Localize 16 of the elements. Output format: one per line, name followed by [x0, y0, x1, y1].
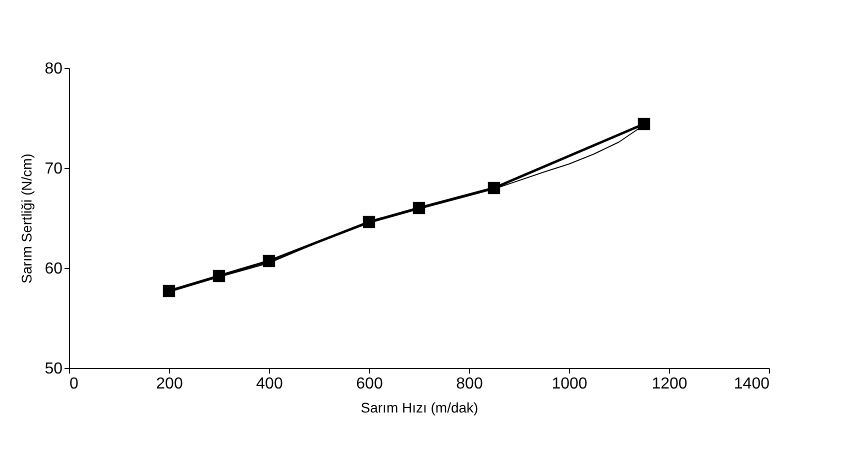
x-tick-label: 400 — [256, 376, 283, 392]
x-tick-label: 0 — [70, 376, 78, 392]
point — [638, 118, 650, 130]
x-axis-title: Sarım Hızı (m/dak) — [360, 400, 478, 416]
y-tick-label: 80 — [44, 60, 63, 78]
x-tick-label: 1400 — [734, 376, 770, 392]
x-tick-label: 800 — [456, 376, 483, 392]
x-tick-label: 1200 — [652, 376, 688, 392]
point — [162, 284, 176, 298]
y-tick-label: 50 — [44, 360, 63, 378]
x-tick-label: 1000 — [552, 376, 588, 392]
y-axis-title: Sarım Sertliği (N/cm) — [18, 154, 35, 284]
x-tick-label: 200 — [156, 376, 183, 392]
y-tick-label: 60 — [44, 260, 63, 278]
y-tick-label: 70 — [44, 160, 63, 178]
x-tick-label: 600 — [356, 376, 383, 392]
